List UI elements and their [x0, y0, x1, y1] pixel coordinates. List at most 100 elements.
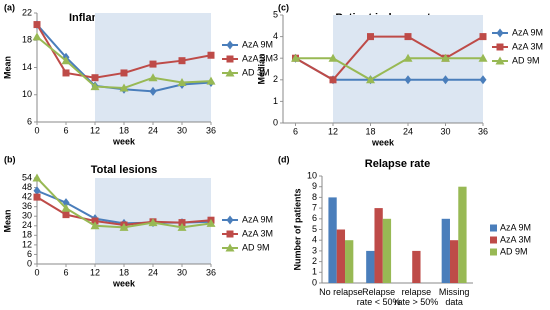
x-axis-label: week — [112, 278, 136, 288]
y-tick-label: 18 — [22, 230, 32, 240]
x-axis-label: week — [371, 137, 395, 147]
y-tick-label: 30 — [22, 211, 32, 221]
marker — [177, 77, 187, 86]
bar — [441, 218, 450, 283]
legend-swatch — [490, 248, 497, 256]
y-tick-label: 3 — [312, 245, 317, 255]
marker — [206, 218, 216, 227]
y-tick-label: 10 — [307, 170, 317, 180]
marker — [442, 75, 449, 85]
legend-label: AzA 9M — [512, 27, 543, 37]
marker — [177, 222, 187, 231]
bar — [374, 208, 383, 283]
marker — [404, 33, 412, 41]
x-tick-label: 36 — [206, 267, 216, 277]
y-tick-label: 5 — [312, 224, 317, 234]
marker — [119, 83, 129, 92]
legend-marker — [496, 28, 504, 38]
marker — [33, 21, 41, 29]
marker — [441, 53, 450, 62]
x-tick-label: 36 — [206, 125, 216, 135]
y-tick-label: 1 — [273, 96, 278, 106]
x-tick-label: 30 — [177, 125, 187, 135]
x-tick-label: 24 — [148, 267, 158, 277]
x-tick-label: Missing data — [438, 287, 470, 307]
legend-marker — [225, 243, 235, 252]
y-tick-label: 12 — [22, 239, 32, 249]
x-tick-label: 6 — [63, 267, 68, 277]
legend-marker — [496, 43, 504, 51]
y-axis-label: Median — [256, 53, 266, 84]
marker — [32, 32, 42, 41]
marker — [90, 221, 100, 230]
legend-label: AzA 3M — [242, 53, 273, 63]
y-tick-label: 5 — [273, 9, 278, 19]
marker — [478, 53, 488, 62]
bar — [328, 197, 337, 283]
x-tick-label: 6 — [63, 125, 68, 135]
bar — [345, 240, 354, 283]
x-tick-label: relapse rate > 50% — [394, 287, 439, 307]
marker — [62, 211, 70, 219]
x-tick-label: 18 — [119, 125, 129, 135]
marker — [366, 75, 375, 84]
highlight-region — [333, 15, 483, 123]
y-tick-label: 14 — [22, 62, 32, 72]
bar — [382, 218, 392, 283]
x-tick-label: 18 — [119, 267, 129, 277]
x-tick-label: 6 — [293, 126, 298, 136]
y-axis-label: Mean — [2, 209, 12, 232]
x-tick-label: 0 — [34, 267, 39, 277]
marker — [148, 73, 158, 82]
marker — [149, 86, 157, 96]
x-tick-label: No relapse — [319, 287, 363, 297]
bar — [412, 250, 421, 283]
y-tick-label: 22 — [22, 7, 32, 17]
marker — [149, 60, 157, 68]
y-tick-label: 0 — [273, 117, 278, 127]
legend-label: AD 9M — [500, 246, 528, 256]
panel-label: (b) — [4, 154, 16, 164]
y-tick-label: 0 — [27, 258, 32, 268]
panel-label: (a) — [4, 2, 15, 12]
legend-label: AD 9M — [242, 242, 270, 252]
legend-swatch — [490, 224, 497, 232]
marker — [62, 198, 70, 208]
bar — [458, 186, 467, 283]
marker — [178, 57, 186, 65]
x-tick-label: 12 — [90, 267, 100, 277]
x-tick-label: 36 — [478, 126, 488, 136]
x-axis-label: week — [112, 136, 136, 146]
y-tick-label: 9 — [312, 181, 317, 191]
marker — [62, 69, 70, 77]
chart-title: Relapse rate — [365, 158, 430, 170]
legend-marker — [226, 40, 234, 50]
panel-label: (d) — [278, 154, 290, 164]
x-tick-label: 18 — [365, 126, 375, 136]
marker — [90, 82, 100, 91]
marker — [206, 76, 216, 85]
x-tick-label: 24 — [148, 125, 158, 135]
legend-label: AzA 9M — [242, 39, 273, 49]
y-tick-label: 2 — [273, 74, 278, 84]
legend-label: AzA 9M — [242, 214, 273, 224]
y-tick-label: 54 — [22, 172, 32, 182]
x-tick-label: 30 — [440, 126, 450, 136]
y-tick-label: 6 — [312, 213, 317, 223]
y-tick-label: 2 — [312, 256, 317, 266]
bar — [366, 250, 375, 283]
y-tick-label: 10 — [22, 89, 32, 99]
marker — [367, 33, 374, 41]
legend-marker — [226, 230, 234, 238]
x-tick-label: 12 — [328, 126, 338, 136]
bar — [449, 240, 459, 283]
y-tick-label: 42 — [22, 191, 32, 201]
legend-marker — [225, 68, 235, 77]
marker — [291, 53, 300, 62]
marker — [120, 69, 128, 77]
series-line — [295, 35, 484, 82]
marker — [91, 74, 99, 82]
series-line — [295, 57, 483, 81]
marker — [178, 219, 186, 227]
